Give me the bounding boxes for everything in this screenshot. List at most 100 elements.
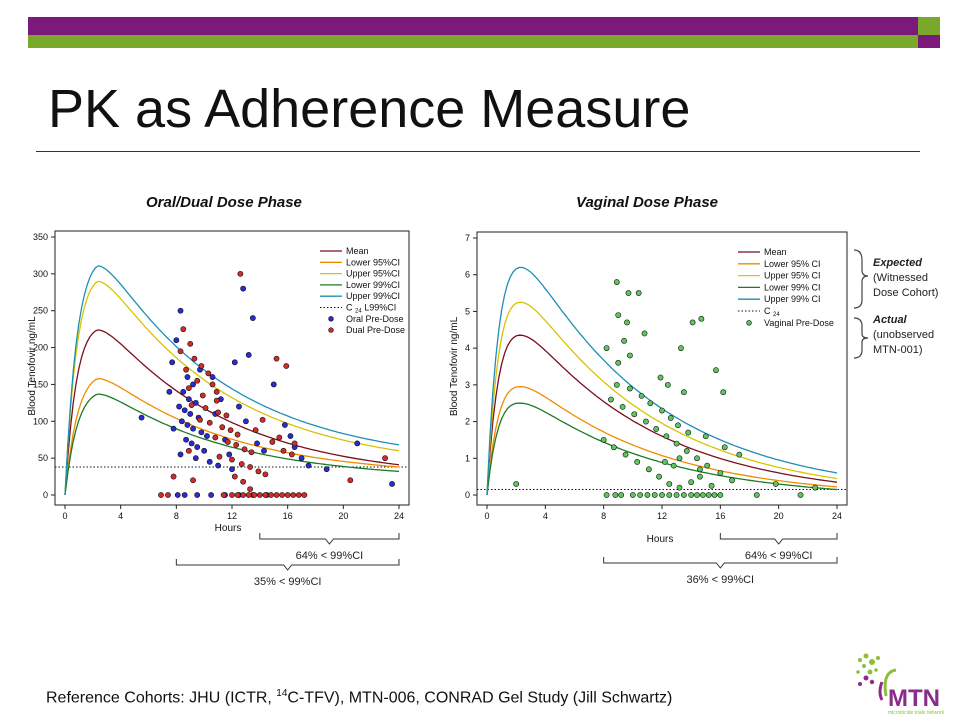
data-point [279,492,285,498]
title-divider [36,151,920,152]
expected-brace [853,249,869,309]
data-point [301,492,308,498]
data-point [190,425,196,432]
data-point [619,403,626,410]
y-tick-label: 7 [465,233,470,243]
data-point [248,449,255,456]
x-axis-title: Hours [215,523,242,534]
data-point [262,492,269,498]
data-point [170,425,177,432]
data-point [247,464,253,470]
y-tick-label: 250 [33,306,48,316]
x-tick-label: 4 [543,511,548,521]
data-point [229,456,235,463]
x-axis-title: Hours [647,534,674,545]
data-point [641,330,648,337]
y-tick-label: 50 [38,453,48,463]
data-point [256,492,263,498]
data-point [181,407,188,414]
data-point [138,414,145,421]
data-point [223,412,230,419]
data-point [772,481,779,487]
data-point [259,416,266,423]
data-point [233,441,240,448]
data-point [241,446,248,453]
data-point [212,434,219,441]
data-point [688,479,695,486]
data-point [201,447,208,454]
mtn-network-icon: MTN microbicide trials network [856,653,945,716]
y-tick-label: 3 [465,380,470,390]
data-point [683,448,690,454]
legend-label: Mean [764,247,787,257]
data-point [615,312,622,318]
data-point [170,473,177,480]
data-point [177,348,184,355]
data-point [283,363,290,369]
data-point [234,431,241,438]
footer-text-2: C-TFV), MTN-006, CONRAD Gel Study (Jill … [287,689,673,707]
x-tick-label: 12 [227,511,237,521]
data-point [720,389,727,396]
data-point [653,426,660,432]
data-point [702,433,709,440]
data-point [270,381,277,388]
x-tick-label: 0 [484,511,489,521]
legend-label: Lower 95%CI [346,257,400,267]
y-tick-label: 200 [33,343,48,353]
data-point [185,396,192,403]
data-point [513,481,520,487]
expected-note: Expected (Witnessed Dose Cohort) [873,256,938,301]
data-point [717,470,724,476]
curve-mean [486,334,838,496]
data-point [238,461,245,467]
data-point [635,290,642,296]
data-point [797,492,804,498]
data-point [185,447,192,454]
data-point [213,388,220,395]
legend-label: C 24 L99%CI [346,303,396,315]
data-point [208,492,215,498]
data-point [613,279,620,285]
data-point [280,447,287,454]
data-point [215,409,221,416]
x-tick-label: 16 [283,511,293,521]
data-point [675,422,681,429]
legend-label: Upper 99%CI [346,291,400,301]
data-point [637,492,644,498]
data-point [183,366,189,373]
legend-label: Lower 99% CI [764,282,821,292]
x-tick-label: 24 [394,511,404,521]
y-tick-label: 150 [33,379,48,389]
legend-label: Dual Pre-Dose [346,325,405,335]
data-point [685,429,692,436]
data-point [704,462,711,469]
slide-title: PK as Adherence Measure [48,79,691,139]
y-tick-label: 2 [465,417,470,427]
panel-title-oral: Oral/Dual Dose Phase [146,194,302,211]
data-point [180,326,187,333]
data-point [245,352,252,358]
y-axis-title: Blood Tenofovir ng/mL [27,316,38,416]
data-point [276,434,283,441]
data-point [647,400,654,407]
data-point [736,451,743,458]
data-point [194,444,201,450]
data-point [229,492,235,498]
data-point [177,451,184,458]
data-point [237,270,244,277]
side-braces [853,249,869,359]
data-point [247,486,253,493]
data-point [624,319,630,326]
data-point [173,337,180,344]
data-point [261,447,267,454]
logo-tagline: microbicide trials network [888,710,945,716]
y-tick-label: 100 [33,416,48,426]
data-point [305,462,312,469]
data-point [192,455,199,462]
y-tick-label: 6 [465,270,470,280]
data-point [215,462,221,469]
data-point [290,492,297,498]
data-point [251,492,258,498]
